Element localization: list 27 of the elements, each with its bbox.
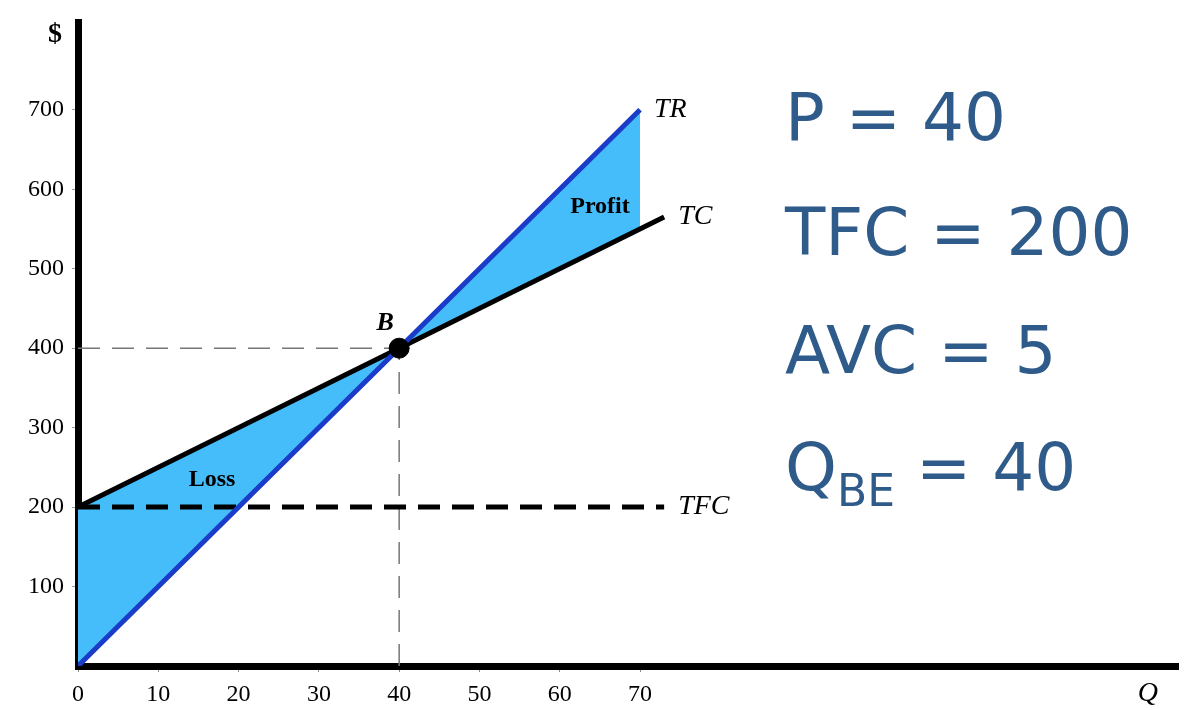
y-tick-label: 200: [28, 492, 64, 519]
series-label: TR: [654, 92, 687, 124]
x-tick-label: 10: [146, 679, 171, 706]
x-axis-title: Q: [1137, 676, 1158, 708]
y-tick-label: 600: [28, 174, 64, 201]
y-tick-label: 400: [28, 333, 64, 360]
y-tick-label: 500: [28, 254, 64, 281]
series-label: TC: [678, 199, 713, 231]
y-tick-label: 700: [28, 95, 64, 122]
annotation: Loss: [188, 465, 236, 492]
series-label: B: [375, 306, 394, 336]
annotation: AVC = 5: [785, 312, 1057, 389]
y-axis-title: $: [48, 16, 62, 48]
y-tick-label: 100: [28, 571, 64, 598]
x-tick-label: 0: [72, 679, 84, 706]
x-tick-label: 60: [547, 679, 572, 706]
x-tick-label: 70: [628, 679, 653, 706]
x-tick-label: 50: [467, 679, 492, 706]
x-tick-label: 30: [306, 679, 331, 706]
annotation: TFC = 200: [785, 194, 1133, 271]
x-tick-label: 20: [226, 679, 251, 706]
annotation: Q$_{BE}$ = 40: [785, 429, 1077, 516]
x-tick-label: 40: [387, 679, 412, 706]
y-tick-label: 300: [28, 412, 64, 439]
series-label: TFC: [678, 489, 730, 521]
annotation: Profit: [570, 192, 630, 219]
annotation: P = 40: [785, 79, 1007, 156]
